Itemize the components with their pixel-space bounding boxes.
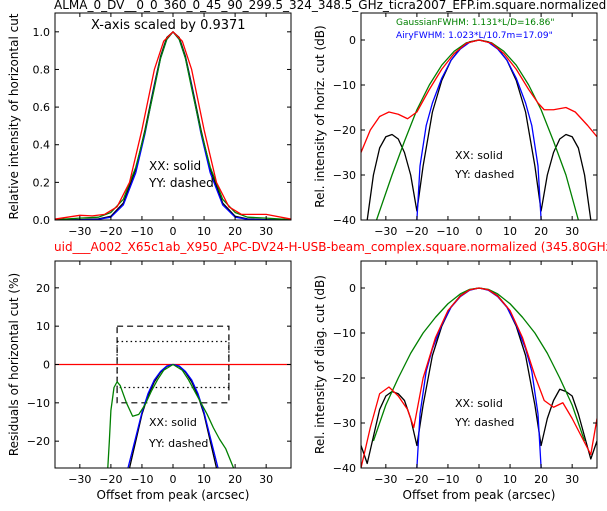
- series-line-red: [361, 39, 597, 153]
- x-tick-label: 10: [503, 225, 517, 238]
- y-tick-label: 1.0: [33, 26, 51, 39]
- x-tick-label: 0: [170, 225, 177, 238]
- y-tick-label: 0.8: [33, 63, 51, 76]
- series-line-green: [375, 39, 579, 220]
- x-tick-label: 10: [503, 473, 517, 486]
- y-tick-label: 10: [36, 320, 50, 333]
- annotation-text: AiryFWHM: 1.023*L/10.7m=17.09": [396, 31, 553, 41]
- y-tick-label: −40: [333, 462, 356, 475]
- series-line-blue: [55, 31, 291, 220]
- x-axis-label: Offset from peak (arcsec): [403, 488, 556, 502]
- y-tick-label: 0: [349, 282, 356, 295]
- y-tick-label: 0.4: [33, 139, 51, 152]
- y-axis-label: Rel. intensity of diag. cut (dB): [313, 275, 327, 454]
- chart-p1: −30 −20 −10 0 10 20 30 0.0 0.2 0.4 0.6 0.8 1.0 Relati…: [7, 12, 292, 238]
- x-tick-label: 10: [197, 225, 211, 238]
- annotation-text: X-axis scaled by 0.9371: [91, 18, 246, 33]
- axes-frame: [360, 260, 598, 469]
- series-line-blue: [416, 287, 542, 468]
- annotation-text: XX: solid: [455, 149, 503, 162]
- y-axis-label: Relative intensity of horizontal cut: [7, 13, 21, 219]
- x-tick-label: 30: [259, 225, 273, 238]
- annotation-text: YY: dashed: [454, 416, 514, 429]
- y-tick-label: −20: [27, 435, 50, 448]
- x-tick-label: 30: [259, 473, 273, 486]
- plot-area: [361, 287, 597, 468]
- x-tick-label: −20: [405, 473, 428, 486]
- x-axis-label: Offset from peak (arcsec): [97, 488, 250, 502]
- plots-container: −30 −20 −10 0 10 20 30 0.0 0.2 0.4 0.6 0.8 1.0 Relati…: [7, 12, 598, 502]
- x-tick-label: 0: [476, 225, 483, 238]
- series-line-black: [366, 39, 592, 220]
- plot-area: [361, 39, 597, 220]
- x-tick-label: −20: [99, 473, 122, 486]
- series-line-green: [55, 31, 291, 220]
- chart-p4: −30 −20 −10 0 10 20 30 −40 −30 −20 −10 0 Rel. intens…: [313, 260, 598, 502]
- x-tick-label: 0: [170, 473, 177, 486]
- chart-p2: −30 −20 −10 0 10 20 30 −40 −30 −20 −10 0 Rel. intens…: [313, 12, 598, 238]
- y-tick-label: 0.2: [33, 176, 51, 189]
- x-tick-label: −30: [68, 473, 91, 486]
- x-tick-label: −20: [99, 225, 122, 238]
- series-line-black: [361, 287, 597, 465]
- figure-title: ALMA_0_DV__0_0_360_0_45_90_299.5_324_348…: [54, 0, 606, 12]
- y-tick-label: 20: [36, 282, 50, 295]
- annotation-text: XX: solid: [149, 159, 201, 173]
- y-tick-label: −30: [333, 169, 356, 182]
- series-line-green: [107, 363, 235, 468]
- plot-area: [55, 31, 291, 220]
- annotation-text: GaussianFWHM: 1.131*L/D=16.86": [396, 18, 554, 28]
- plot-area: [55, 325, 291, 468]
- y-tick-label: 0.0: [33, 214, 51, 227]
- x-tick-label: 20: [534, 225, 548, 238]
- annotation-text: YY: dashed: [454, 168, 514, 181]
- x-tick-label: −10: [130, 473, 153, 486]
- x-tick-label: −10: [130, 225, 153, 238]
- y-tick-label: 0.6: [33, 101, 51, 114]
- x-tick-label: −30: [374, 225, 397, 238]
- figure-subtitle: uid___A002_X65c1ab_X950_APC-DV24-H-USB-b…: [54, 240, 607, 254]
- y-tick-label: −10: [333, 327, 356, 340]
- y-tick-label: −10: [27, 397, 50, 410]
- x-tick-label: 20: [228, 225, 242, 238]
- y-tick-label: −10: [333, 79, 356, 92]
- x-tick-label: 30: [565, 473, 579, 486]
- y-tick-label: 0: [43, 359, 50, 372]
- x-tick-label: −20: [405, 225, 428, 238]
- x-tick-label: −30: [68, 225, 91, 238]
- annotation-text: YY: dashed: [148, 176, 214, 190]
- y-tick-label: −20: [333, 124, 356, 137]
- series-line-blue: [416, 39, 542, 220]
- x-tick-label: 0: [476, 473, 483, 486]
- x-tick-label: −10: [436, 225, 459, 238]
- series-line-red: [361, 287, 597, 468]
- annotation-text: YY: dashed: [148, 437, 208, 450]
- axes-frame: [360, 12, 598, 221]
- y-tick-label: 0: [349, 34, 356, 47]
- x-tick-label: 20: [534, 473, 548, 486]
- series-line-red: [55, 31, 291, 220]
- y-axis-label: Rel. intensity of horiz. cut (dB): [313, 25, 327, 207]
- annotation-text: XX: solid: [455, 397, 503, 410]
- annotation-text: XX: solid: [149, 416, 197, 429]
- y-tick-label: −20: [333, 372, 356, 385]
- x-tick-label: −10: [436, 473, 459, 486]
- x-tick-label: −30: [374, 473, 397, 486]
- y-tick-label: −40: [333, 214, 356, 227]
- x-tick-label: 10: [197, 473, 211, 486]
- x-tick-label: 20: [228, 473, 242, 486]
- y-axis-label: Residuals of horizontal cut (%): [7, 273, 21, 456]
- series-line-black: [55, 31, 291, 220]
- chart-p3: −30 −20 −10 0 10 20 30 −20 −10 0 10 20 Residuals of …: [7, 260, 292, 502]
- y-tick-label: −30: [333, 417, 356, 430]
- x-tick-label: 30: [565, 225, 579, 238]
